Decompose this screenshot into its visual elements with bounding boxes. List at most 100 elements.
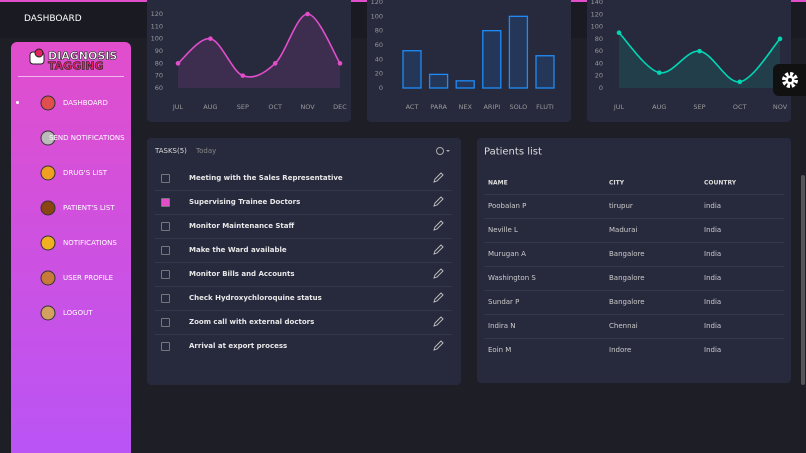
row-divider [155,334,452,335]
bar [535,55,555,89]
chart-card: 60 70 80 90 100 110 120 JUL AUG SEP OCT NOV DEC [147,0,351,122]
edit-icon[interactable] [432,292,444,304]
row-divider [484,314,784,315]
y-tick-label: 60 [155,84,163,92]
y-tick-label: 140 [591,0,603,6]
checkbox[interactable] [161,318,170,327]
x-tick-label: JUL [613,103,625,111]
patients-card [477,138,791,383]
pencil [433,268,444,279]
cell: Indira N [488,322,516,330]
point [175,61,181,66]
y-tick-label: 60 [595,47,603,55]
icon-shape [40,235,56,251]
logo-text: DIAGNOSIS [48,49,118,63]
edit-icon[interactable] [432,316,444,328]
x-tick-label: OCT [733,103,747,111]
cell: Bangalore [609,298,645,306]
settings-button[interactable] [773,64,806,96]
chart: 0 20 40 60 80 100 120 ACT PARA NEX ARIPI SOLO FLUTI [371,0,555,111]
pencil [433,292,444,303]
row-divider [155,190,452,191]
x-tick-label: JUL [172,103,184,111]
x-tick-label: NOV [773,103,788,111]
pencil [433,172,444,183]
checkbox[interactable] [161,270,170,279]
point [240,73,246,78]
menu-item[interactable]: USER PROFILE [63,274,114,282]
edit-icon[interactable] [432,220,444,232]
task-menu[interactable] [435,146,453,156]
checkbox[interactable] [161,246,170,255]
x-tick-label: AUG [652,103,666,111]
tasks-card [147,138,461,385]
menu-item[interactable]: LOGOUT [63,309,93,317]
sidebar [11,42,131,453]
task-text: Meeting with the Sales Representative [189,174,343,182]
pencil [433,196,444,207]
cell: Sundar P [488,298,520,306]
x-tick-label: NEX [458,103,472,111]
y-tick-label: 80 [155,59,163,67]
y-tick-label: 0 [379,84,383,92]
row-divider [484,290,784,291]
menu-item[interactable]: DASHBOARD [63,99,108,107]
edit-icon[interactable] [432,244,444,256]
menu-item[interactable]: PATIENT'S LIST [63,204,115,212]
y-tick-label: 20 [375,70,383,78]
menu-icon [40,235,56,251]
x-tick-label: DEC [333,103,347,111]
bar [455,80,475,89]
edit-icon[interactable] [432,268,444,280]
cell: India [704,226,722,234]
y-tick-label: 120 [591,10,603,18]
tasks-tab[interactable]: Today [196,147,217,155]
checkbox[interactable] [161,222,170,231]
checkbox[interactable] [161,198,170,207]
x-tick-label: ACT [406,103,419,111]
point [697,48,702,54]
cell: India [704,250,722,258]
cell: Indore [609,346,632,354]
task-text: Arrival at export process [189,342,288,350]
active-dot [16,101,19,104]
patients-title: Patients list [484,146,542,158]
menu-item[interactable]: DRUG'S LIST [63,169,108,177]
edit-icon[interactable] [432,196,444,208]
menu-item[interactable]: SEND NOTIFICATIONS [49,134,125,142]
gear-icon [782,72,798,88]
logo-icon [29,48,45,65]
x-tick-label: SEP [237,103,249,111]
menu-icon [40,305,56,321]
row-divider [155,214,452,215]
y-tick-label: 40 [375,55,383,63]
edit-icon[interactable] [432,172,444,184]
line-area [178,14,340,88]
menu-icon [40,270,56,286]
menu-item[interactable]: NOTIFICATIONS [63,239,117,247]
y-tick-label: 120 [151,10,163,18]
y-tick-label: 100 [591,23,603,31]
x-tick-label: PARA [430,103,447,111]
row-divider [155,310,452,311]
task-text: Supervising Trainee Doctors [189,198,301,206]
cell: India [704,274,722,282]
x-tick-label: SEP [693,103,705,111]
chart: 0 20 40 60 80 100 120 140 JUL AUG SEP OCT NOV [591,0,788,111]
checkbox[interactable] [161,174,170,183]
task-text: Monitor Maintenance Staff [189,222,295,230]
point [777,36,783,42]
edit-icon[interactable] [432,340,444,352]
checkbox[interactable] [161,342,170,351]
cell: India [704,346,722,354]
cell: Madurai [609,226,638,234]
point [272,61,278,66]
cell: india [704,202,722,210]
bar [402,50,422,89]
y-tick-label: 90 [155,47,163,55]
icon-shape [40,305,56,321]
y-tick-label: 20 [595,72,603,80]
x-tick-label: ARIPI [483,103,500,111]
scrollbar [801,175,805,385]
checkbox[interactable] [161,294,170,303]
